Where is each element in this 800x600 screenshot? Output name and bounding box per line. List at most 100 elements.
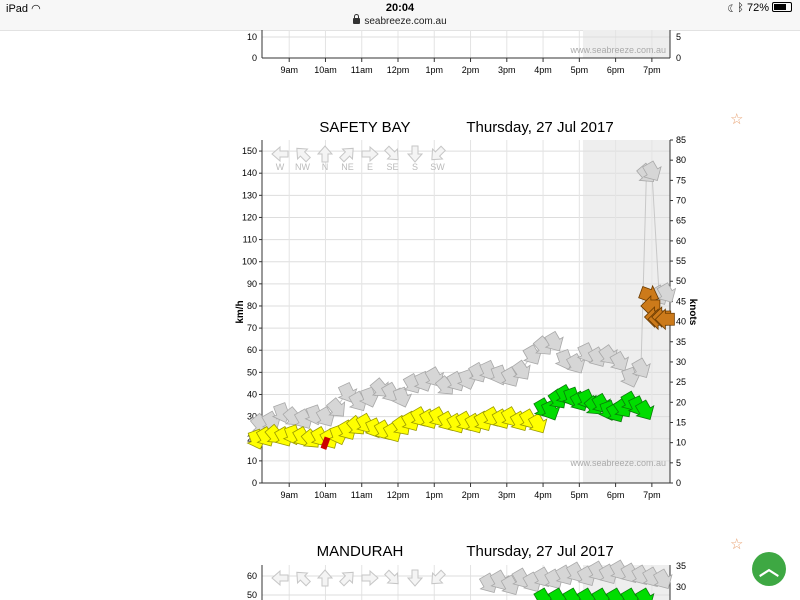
top-watermark: www.seabreeze.com.au: [569, 45, 666, 55]
wind-arrow-icon: [598, 399, 619, 421]
mandurah-wind-arrow-icon: [489, 569, 510, 591]
top-y2-tick-label: 0: [676, 53, 681, 63]
wind-arrow-icon: [282, 424, 304, 446]
mandurah-title-location: MANDURAH: [317, 543, 404, 560]
y-tick-label: 150: [242, 146, 257, 156]
mandurah-wind-arrow-icon: [565, 561, 586, 583]
wind-arrow-icon: [364, 417, 385, 439]
top-x-label: 7pm: [643, 65, 661, 75]
battery-level: [774, 4, 786, 10]
wind-arrow-icon: [391, 386, 413, 408]
mandurah-legend-arrow-icon: [316, 569, 334, 587]
direction-legend-label: NW: [295, 162, 310, 172]
wind-arrow-icon: [455, 410, 475, 432]
wind-arrow-icon: [656, 282, 677, 303]
mandurah-wind-arrow-icon: [605, 587, 626, 600]
mandurah-wind-arrow-icon: [631, 564, 651, 586]
mandurah-wind-arrow-icon: [576, 587, 597, 600]
wind-arrow-icon: [547, 388, 567, 409]
status-left: iPad ◠: [6, 2, 41, 15]
wind-arrow-icon: [609, 350, 630, 372]
wind-arrow-icon: [434, 375, 454, 395]
direction-legend-label: W: [276, 162, 285, 172]
direction-legend-arrow-icon: [339, 147, 354, 163]
wind-arrow-icon: [337, 381, 358, 403]
wind-arrow-icon: [261, 410, 281, 432]
wind-arrow-icon: [271, 402, 293, 424]
mandurah-wind-arrow-icon: [620, 562, 640, 584]
top-night-shade: [582, 30, 670, 58]
wind-arrow-icon: [355, 412, 376, 434]
top-y-tick-label: 10: [247, 32, 257, 42]
mandurah-title-date: Thursday, 27 Jul 2017: [466, 543, 613, 560]
mandurah-wind-arrow-icon: [587, 560, 608, 582]
wind-arrow-icon: [636, 162, 656, 183]
watermark: www.seabreeze.com.au: [569, 458, 666, 468]
lock-icon: [353, 14, 361, 24]
top-x-label: 3pm: [498, 65, 516, 75]
direction-legend-label: S: [412, 162, 418, 172]
mandurah-wind-arrow-icon: [555, 564, 575, 586]
y2-tick-label: 70: [676, 196, 686, 206]
wind-arrow-icon: [446, 412, 466, 434]
chart-title-location: SAFETY BAY: [319, 119, 410, 136]
top-x-label: 4pm: [534, 65, 552, 75]
mandurah-wind-arrow-icon: [478, 572, 499, 594]
y-tick-label: 80: [247, 301, 257, 311]
wind-arrow-icon: [533, 397, 553, 418]
wind-arrow-icon: [540, 399, 561, 421]
wind-arrow-icon: [640, 295, 661, 317]
wind-arrow-icon: [500, 366, 521, 387]
wind-arrow-icon: [456, 368, 478, 390]
direction-legend-arrow-icon: [271, 145, 289, 163]
main-x-label: 11am: [351, 490, 373, 500]
direction-legend-arrow-icon: [431, 145, 446, 161]
address-bar[interactable]: seabreeze.com.au: [0, 14, 800, 27]
mandurah-wind-arrow-icon: [653, 568, 673, 590]
favourite-star-icon[interactable]: ☆: [730, 111, 744, 128]
mandurah-legend-arrow-icon: [431, 569, 446, 585]
y-tick-label: 10: [247, 456, 257, 466]
mandurah-legend-arrow-icon: [296, 571, 311, 587]
mandurah-wind-arrow-icon: [533, 566, 553, 588]
y-tick-label: 20: [247, 434, 257, 444]
direction-legend-label: SE: [386, 162, 398, 172]
mandurah-wind-arrow-icon: [500, 574, 521, 596]
wind-arrow-icon: [598, 344, 618, 365]
night-shade: [582, 140, 670, 483]
main-x-label: 2pm: [462, 490, 480, 500]
top-x-label: 9am: [280, 65, 298, 75]
wind-arrow-icon: [319, 428, 339, 449]
direction-legend-arrow-icon: [296, 147, 311, 163]
y2-tick-label: 0: [676, 478, 681, 488]
y2-tick-label: 10: [676, 438, 686, 448]
wind-arrow-icon: [482, 406, 503, 427]
wind-arrow-icon: [413, 370, 434, 392]
wind-arrow-icon: [638, 284, 660, 306]
wind-arrow-icon: [511, 359, 531, 380]
y2-tick-label: 75: [676, 175, 686, 185]
wind-arrow-icon: [410, 406, 430, 427]
favourite-star-icon[interactable]: ☆: [730, 536, 744, 553]
wind-arrow-icon: [282, 406, 302, 426]
series-light: [246, 406, 548, 450]
y-tick-label: 70: [247, 323, 257, 333]
wind-arrow-icon: [576, 388, 597, 410]
wind-arrow-icon: [522, 344, 542, 365]
y2-tick-label: 5: [676, 458, 681, 468]
direction-legend-label: SW: [430, 162, 445, 172]
wind-arrow-icon: [304, 404, 326, 426]
scroll-to-top-button[interactable]: ︿: [752, 552, 786, 586]
wind-arrow-icon: [293, 408, 314, 429]
top-x-label: 6pm: [607, 65, 625, 75]
y2-tick-label: 45: [676, 296, 686, 306]
wind-arrow-icon: [500, 406, 521, 427]
url-text: seabreeze.com.au: [364, 16, 447, 27]
wind-arrow-icon: [391, 414, 411, 435]
top-y-tick-label: 0: [252, 53, 257, 63]
y-tick-label: 0: [252, 478, 257, 488]
y2-tick-label: 25: [676, 377, 686, 387]
top-x-label: 2pm: [462, 65, 480, 75]
y2-tick-label: 85: [676, 135, 686, 145]
